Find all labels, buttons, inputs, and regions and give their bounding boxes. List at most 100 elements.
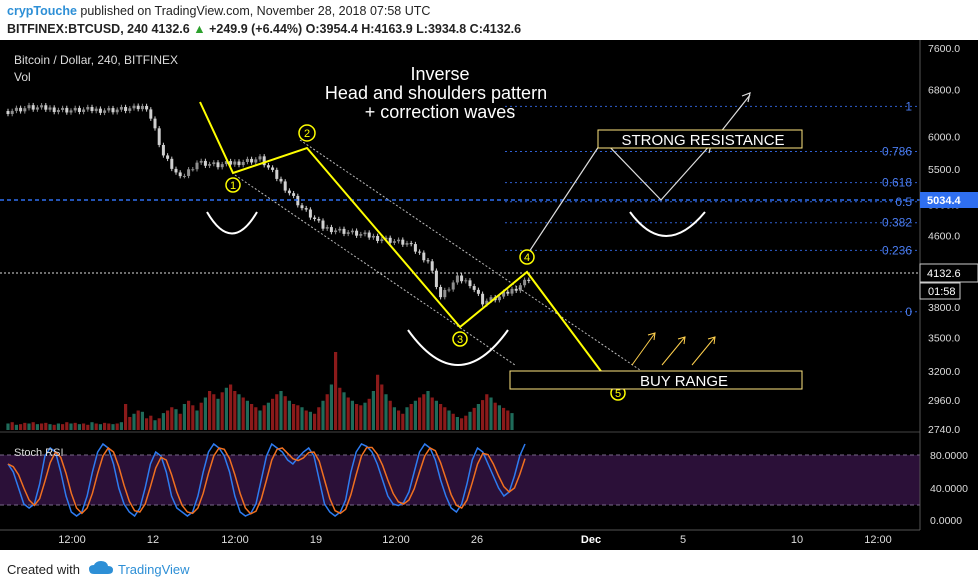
volume-bar (472, 407, 476, 430)
volume-bar (23, 422, 27, 430)
volume-bar (31, 422, 35, 430)
annotation-line-1: Inverse (410, 64, 469, 84)
candle-body (149, 109, 153, 119)
volume-bar (397, 410, 401, 430)
candle-body (405, 243, 409, 245)
channel-upper-line (299, 139, 641, 371)
volume-bar (401, 413, 405, 430)
time-axis-label: 12:00 (221, 534, 249, 546)
stoch-band (0, 455, 920, 505)
volume-bar (430, 397, 434, 430)
symbol: BITFINEX:BTCUSD, 240 (7, 22, 148, 36)
volume-bar (77, 424, 81, 430)
volume-bar (388, 400, 392, 430)
candle-body (422, 252, 426, 261)
candle-body (31, 105, 35, 110)
candle-body (292, 193, 296, 196)
stoch-axis-labels: 80.0000 40.0000 0.0000 (930, 450, 968, 527)
publish-line: crypTouche published on TradingView.com,… (7, 4, 430, 18)
candle-body (52, 107, 56, 113)
candle-body (203, 160, 207, 166)
volume-bar (359, 405, 363, 430)
volume-bar (14, 424, 18, 430)
volume-bar (136, 410, 140, 430)
time-axis[interactable] (0, 530, 978, 550)
fib-label: 0.786 (882, 145, 912, 159)
volume-bar (342, 392, 346, 430)
candle-body (191, 169, 195, 171)
volume-bar (355, 404, 359, 430)
candle-body (376, 235, 380, 241)
candle-body (69, 110, 73, 113)
price-axis-label: 3200.0 (928, 366, 960, 378)
candle-body (476, 289, 480, 294)
candle-body (86, 106, 90, 110)
candle-body (61, 107, 65, 110)
volume-bar (367, 398, 371, 430)
created-with-label: Created with (7, 562, 80, 577)
candle-body (170, 158, 174, 169)
volume-bar (40, 423, 44, 430)
candle-body (409, 243, 413, 245)
volume-bar (203, 397, 207, 430)
candle-body (317, 219, 321, 221)
volume-bar (485, 394, 489, 430)
volume-bar (271, 398, 275, 430)
volume-bar (329, 384, 333, 430)
price-axis-label: 3500.0 (928, 333, 960, 345)
volume-bar (19, 424, 23, 430)
volume-bar (145, 418, 149, 430)
candle-body (94, 108, 98, 112)
volume-bar (447, 410, 451, 430)
candle-body (44, 105, 48, 110)
volume-bar (468, 411, 472, 430)
time-axis-label: 26 (471, 534, 483, 546)
volume-bar (376, 374, 380, 430)
candle-body (56, 109, 60, 113)
stoch-k-line (7, 442, 526, 518)
fib-label: 0.618 (882, 176, 912, 190)
candle-body (212, 162, 216, 165)
price-axis-label: 7600.0 (928, 43, 960, 55)
channel-lower-line (234, 174, 516, 366)
countdown-tag (919, 282, 961, 300)
volume-bar (212, 394, 216, 430)
volume-bar (140, 411, 144, 430)
volume-bar (350, 400, 354, 430)
volume-bar (107, 423, 111, 430)
left-shoulder-arc (206, 211, 258, 235)
candle-body (124, 107, 128, 111)
chart-area[interactable]: 1 0.786 0.618 0.5 0.382 0.236 0 1 2 3 4 5 STRO… (0, 40, 978, 550)
publish-header: crypTouche published on TradingView.com,… (0, 0, 978, 40)
candle-body (275, 169, 279, 179)
tradingview-cloud-icon (89, 561, 113, 574)
publisher-username[interactable]: crypTouche (7, 4, 77, 18)
volume-bar (275, 394, 279, 430)
volume-bar (153, 420, 157, 430)
candle-body (35, 107, 39, 110)
candle-body (48, 107, 52, 110)
candle-body (82, 109, 86, 112)
volume-bar (460, 418, 464, 430)
volume-bar (161, 413, 165, 430)
price-axis-label: 6800.0 (928, 85, 960, 97)
svg-text:2: 2 (304, 128, 310, 140)
candle-body (350, 230, 354, 233)
time-axis-label: 5 (680, 534, 686, 546)
svg-text:5: 5 (615, 388, 621, 400)
volume-bar (325, 394, 329, 430)
candle-body (355, 230, 359, 236)
candle-body (430, 261, 434, 271)
candle-body (233, 161, 237, 165)
candle-body (140, 105, 144, 110)
candle-body (287, 190, 291, 194)
volume-bar (241, 397, 245, 430)
volume-bar (262, 405, 266, 430)
volume-bar (115, 423, 119, 430)
candle-body (195, 162, 199, 170)
wave-marker-1: 1 (225, 177, 241, 193)
candle-body (527, 279, 531, 281)
price-axis-label: 5500.0 (928, 164, 960, 176)
volume-bar (128, 417, 132, 430)
tradingview-link[interactable]: TradingView (118, 562, 190, 577)
